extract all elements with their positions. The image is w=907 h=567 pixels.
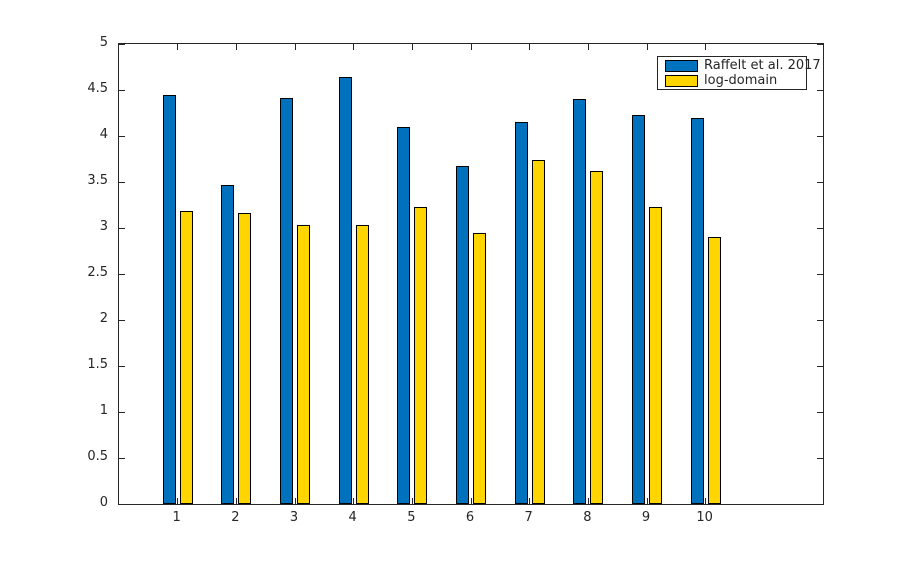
bar [221, 184, 235, 504]
y-tick-label: 3 [99, 219, 108, 234]
y-tick-label: 4.5 [87, 81, 108, 96]
legend-entry: Raffelt et al. 2017 [665, 59, 821, 72]
y-tick [119, 43, 125, 45]
x-tick [353, 498, 355, 504]
x-tick [294, 498, 296, 504]
x-tick [411, 44, 413, 50]
legend: Raffelt et al. 2017 log-domain [657, 56, 821, 90]
y-tick [817, 43, 823, 45]
x-tick [646, 498, 648, 504]
y-tick-label: 2 [99, 311, 108, 326]
x-tick-label: 1 [172, 510, 181, 525]
legend-swatch-raffelt [665, 59, 698, 72]
x-tick [705, 44, 707, 50]
y-tick [119, 457, 125, 459]
legend-label-raffelt: Raffelt et al. 2017 [704, 58, 821, 73]
x-tick [529, 498, 531, 504]
y-tick [817, 457, 823, 459]
y-tick [119, 89, 125, 91]
y-tick-label: 2.5 [87, 265, 108, 280]
bar [355, 225, 369, 504]
y-tick [119, 273, 125, 275]
bar [649, 206, 662, 504]
legend-swatch-log-domain [665, 74, 698, 87]
x-tick [705, 498, 707, 504]
x-tick [177, 44, 179, 50]
plot-area [118, 43, 824, 505]
legend-label-log-domain: log-domain [704, 73, 778, 88]
bar [297, 225, 310, 504]
x-tick [529, 44, 531, 50]
y-tick [817, 135, 823, 137]
x-tick-label: 7 [524, 510, 533, 525]
bar [280, 98, 293, 504]
y-tick-label: 3.5 [87, 173, 108, 188]
bar [238, 213, 252, 504]
y-tick [119, 503, 125, 505]
x-tick [587, 44, 589, 50]
y-tick [817, 227, 823, 229]
bar [590, 170, 604, 504]
bar [179, 211, 193, 504]
x-tick [411, 498, 413, 504]
bar [456, 166, 469, 504]
x-tick [646, 44, 648, 50]
x-tick-label: 6 [465, 510, 475, 525]
bar [162, 94, 176, 504]
y-tick [817, 503, 823, 505]
y-tick-label: 1.5 [87, 357, 108, 372]
x-tick [470, 44, 472, 50]
y-tick [817, 411, 823, 413]
bar [338, 77, 352, 504]
x-tick [235, 498, 237, 504]
x-tick-label: 8 [583, 510, 592, 525]
bar [690, 117, 704, 504]
x-tick [470, 498, 472, 504]
y-tick-label: 4 [99, 127, 108, 142]
bar [473, 232, 486, 504]
bar [632, 114, 645, 504]
x-tick [587, 498, 589, 504]
y-tick [817, 319, 823, 321]
x-tick-label: 5 [407, 510, 416, 525]
x-tick [294, 44, 296, 50]
legend-entry: log-domain [665, 74, 806, 87]
x-tick-label: 10 [696, 510, 713, 525]
x-tick-label: 3 [289, 510, 299, 525]
bar [707, 237, 721, 504]
y-tick-label: 0 [99, 495, 108, 510]
bar [514, 122, 528, 504]
y-tick [817, 89, 823, 91]
y-tick [817, 181, 823, 183]
y-tick-label: 1 [99, 403, 108, 418]
y-tick [119, 319, 125, 321]
y-tick [119, 365, 125, 367]
y-tick [817, 273, 823, 275]
x-tick [353, 44, 355, 50]
y-tick [119, 227, 125, 229]
x-tick [177, 498, 179, 504]
x-tick [235, 44, 237, 50]
y-tick [119, 411, 125, 413]
y-tick [119, 135, 125, 137]
x-tick-label: 2 [231, 510, 240, 525]
x-tick-label: 9 [641, 510, 651, 525]
bar [531, 159, 545, 504]
y-tick-label: 5 [99, 35, 108, 50]
y-tick [817, 365, 823, 367]
bar [397, 126, 411, 504]
bar [573, 99, 587, 504]
y-tick [119, 181, 125, 183]
y-tick-label: 0.5 [87, 449, 108, 464]
x-tick-label: 4 [348, 510, 357, 525]
bar [414, 206, 428, 504]
